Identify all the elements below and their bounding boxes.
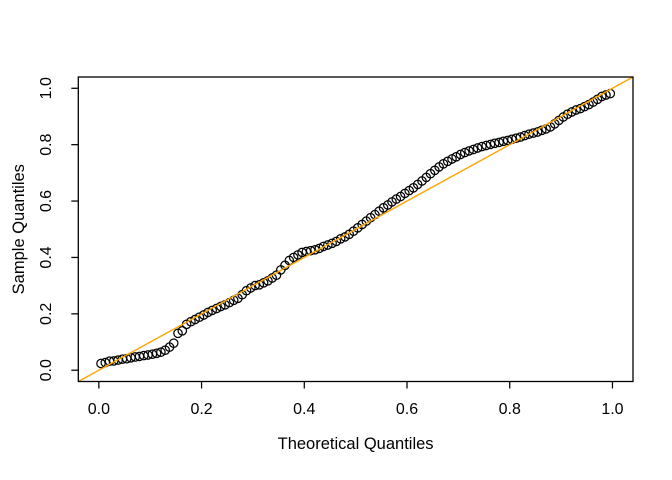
data-point	[502, 135, 513, 146]
data-point	[156, 347, 166, 358]
data-point	[472, 143, 483, 153]
x-axis-title: Theoretical Quantiles	[278, 435, 434, 453]
data-point	[464, 146, 474, 156]
data-point	[498, 136, 509, 147]
y-tick-label: 0.4	[38, 246, 55, 268]
data-point	[519, 130, 530, 141]
data-point	[468, 144, 479, 155]
plot-frame	[77, 76, 634, 383]
data-point	[481, 140, 492, 151]
y-tick-label: 0.8	[38, 133, 55, 155]
data-point	[177, 325, 188, 336]
y-tick-label: 0.0	[38, 359, 55, 381]
data-point	[322, 240, 333, 250]
y-tick-label: 1.0	[38, 77, 55, 99]
y-axis-title: Sample Quantiles	[10, 164, 28, 294]
data-point	[335, 233, 346, 244]
x-tick-label: 0.2	[190, 401, 212, 418]
y-tick-label: 0.6	[38, 190, 55, 212]
data-point	[250, 280, 260, 291]
reference-line	[77, 76, 634, 383]
y-tick-label: 0.2	[38, 303, 55, 325]
x-tick-label: 0.6	[396, 401, 418, 418]
x-tick-label: 0.4	[293, 401, 315, 418]
data-point	[327, 238, 337, 249]
data-point	[528, 128, 539, 138]
x-tick-label: 0.0	[88, 401, 110, 418]
plot-area: 0.0 0.2 0.4 0.6 0.8 1.0 0.0 0.2 0.4 0.6 0.8 1.0	[38, 76, 634, 418]
x-tick-label: 1.0	[601, 401, 623, 418]
data-point	[168, 338, 179, 349]
data-point	[459, 147, 470, 158]
data-point	[305, 245, 316, 256]
data-point	[477, 141, 487, 152]
data-point	[601, 90, 611, 100]
x-tick-label: 0.8	[499, 401, 521, 418]
data-point	[455, 149, 466, 160]
data-point	[536, 125, 547, 136]
data-point	[485, 139, 496, 150]
data-point	[151, 348, 162, 359]
data-point	[489, 138, 500, 149]
data-point	[318, 241, 329, 252]
data-point	[524, 129, 534, 140]
data-point	[215, 301, 226, 312]
data-point	[96, 358, 106, 369]
data-point	[566, 107, 577, 117]
